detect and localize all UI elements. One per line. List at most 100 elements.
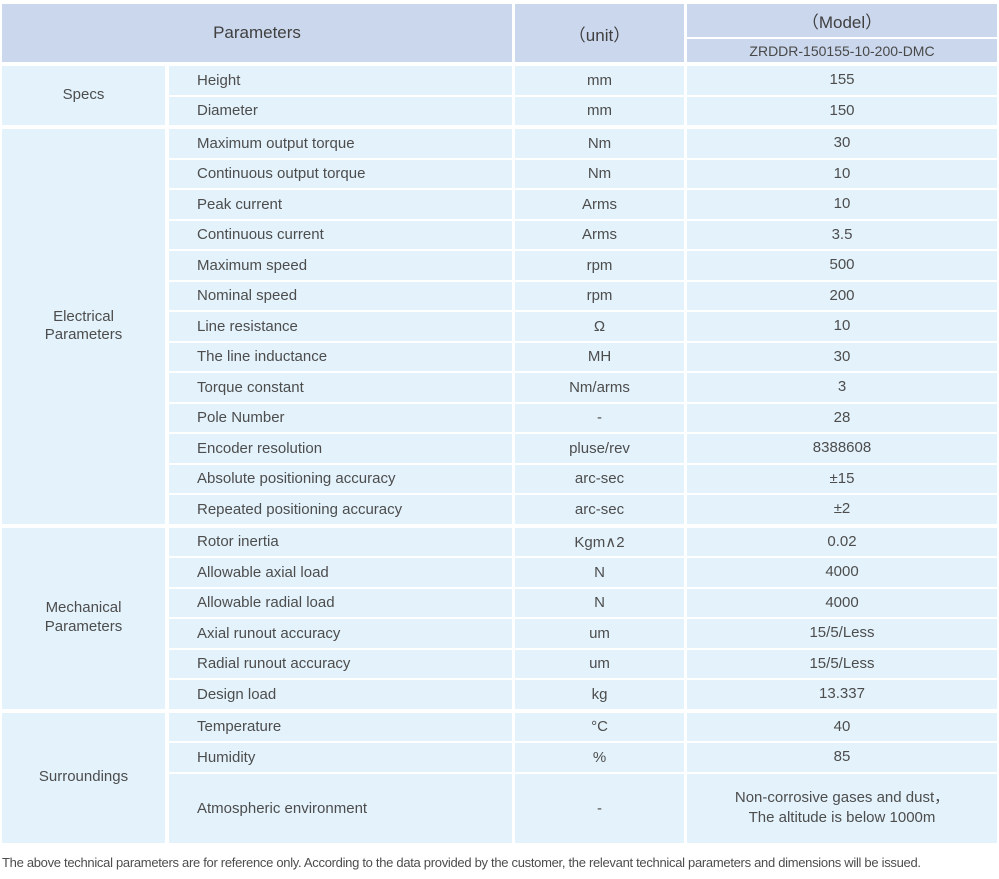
param-value: 4000 (687, 588, 997, 617)
param-value: 500 (687, 251, 997, 280)
param-name: Rotor inertia (169, 527, 512, 556)
table-row: Temperature °C 40 (169, 712, 997, 741)
table-row: Diameter mm 150 (169, 96, 997, 125)
param-value: 15/5/Less (687, 649, 997, 678)
param-unit: Nm (515, 129, 684, 158)
param-unit: rpm (515, 281, 684, 310)
param-name: Allowable axial load (169, 558, 512, 587)
footer-note: The above technical parameters are for r… (2, 854, 921, 870)
param-unit: arc-sec (515, 464, 684, 493)
header-model-value: ZRDDR-150155-10-200-DMC (687, 39, 997, 62)
table-row: Rotor inertia Kgm∧2 0.02 (169, 527, 997, 556)
param-value: 8388608 (687, 434, 997, 463)
table-row: Pole Number - 28 (169, 403, 997, 432)
param-unit: Nm (515, 159, 684, 188)
param-unit: Nm/arms (515, 373, 684, 402)
param-value: 150 (687, 96, 997, 125)
param-unit: rpm (515, 251, 684, 280)
param-name: Continuous current (169, 220, 512, 249)
param-name: Line resistance (169, 312, 512, 341)
param-name: Temperature (169, 712, 512, 741)
param-unit: N (515, 558, 684, 587)
table-row: Humidity % 85 (169, 743, 997, 772)
param-value: 40 (687, 712, 997, 741)
param-value: 85 (687, 743, 997, 772)
table-header: Parameters （unit） （Model） ZRDDR-150155-1… (2, 4, 997, 62)
param-name: Humidity (169, 743, 512, 772)
param-unit: Kgm∧2 (515, 527, 684, 556)
param-unit: N (515, 588, 684, 617)
param-name: Diameter (169, 96, 512, 125)
param-name: Radial runout accuracy (169, 649, 512, 678)
param-unit: - (515, 773, 684, 843)
param-name: Maximum speed (169, 251, 512, 280)
param-value: 10 (687, 190, 997, 219)
param-name: The line inductance (169, 342, 512, 371)
param-name: Maximum output torque (169, 129, 512, 158)
table-row: Peak current Arms 10 (169, 190, 997, 219)
table-row: Radial runout accuracy um 15/5/Less (169, 649, 997, 678)
param-unit: mm (515, 96, 684, 125)
param-name: Peak current (169, 190, 512, 219)
param-name: Torque constant (169, 373, 512, 402)
table-row: Torque constant Nm/arms 3 (169, 373, 997, 402)
param-name: Axial runout accuracy (169, 619, 512, 648)
param-unit: °C (515, 712, 684, 741)
param-value: 28 (687, 403, 997, 432)
header-parameters: Parameters (2, 4, 512, 62)
table-row: Continuous output torque Nm 10 (169, 159, 997, 188)
param-value: Non-corrosive gases and dust， The altitu… (687, 773, 997, 843)
table-row: Absolute positioning accuracy arc-sec ±1… (169, 464, 997, 493)
group-label-electrical: Electrical Parameters (2, 129, 165, 524)
param-name: Nominal speed (169, 281, 512, 310)
param-name: Allowable radial load (169, 588, 512, 617)
param-unit: um (515, 649, 684, 678)
param-value: 13.337 (687, 680, 997, 709)
table-row: Maximum speed rpm 500 (169, 251, 997, 280)
param-name: Encoder resolution (169, 434, 512, 463)
param-unit: MH (515, 342, 684, 371)
group-specs: Specs Height mm 155 Diameter mm 150 (2, 66, 997, 125)
param-name: Pole Number (169, 403, 512, 432)
header-model-label: （Model） (687, 4, 997, 37)
table-row: The line inductance MH 30 (169, 342, 997, 371)
param-unit: Ω (515, 312, 684, 341)
param-name: Repeated positioning accuracy (169, 495, 512, 524)
param-value: 10 (687, 159, 997, 188)
header-model-column: （Model） ZRDDR-150155-10-200-DMC (687, 4, 997, 62)
table-row: Encoder resolution pluse/rev 8388608 (169, 434, 997, 463)
table-row: Allowable axial load N 4000 (169, 558, 997, 587)
group-label-specs: Specs (2, 66, 165, 125)
param-name: Continuous output torque (169, 159, 512, 188)
param-unit: kg (515, 680, 684, 709)
param-value: 155 (687, 66, 997, 95)
param-value: 30 (687, 342, 997, 371)
table-row: Nominal speed rpm 200 (169, 281, 997, 310)
param-unit: mm (515, 66, 684, 95)
param-name: Atmospheric environment (169, 773, 512, 843)
param-value: 10 (687, 312, 997, 341)
param-name: Height (169, 66, 512, 95)
table-row: Allowable radial load N 4000 (169, 588, 997, 617)
param-value: 0.02 (687, 527, 997, 556)
param-value: 3.5 (687, 220, 997, 249)
param-value: 3 (687, 373, 997, 402)
table-row: Atmospheric environment - Non-corrosive … (169, 773, 997, 843)
param-value: 15/5/Less (687, 619, 997, 648)
table-row: Line resistance Ω 10 (169, 312, 997, 341)
param-unit: - (515, 403, 684, 432)
group-label-surroundings: Surroundings (2, 712, 165, 843)
param-unit: pluse/rev (515, 434, 684, 463)
param-value: ±2 (687, 495, 997, 524)
header-unit: （unit） (515, 4, 684, 62)
param-name: Design load (169, 680, 512, 709)
group-mechanical-parameters: Mechanical Parameters Rotor inertia Kgm∧… (2, 527, 997, 709)
table-row: Design load kg 13.337 (169, 680, 997, 709)
group-electrical-parameters: Electrical Parameters Maximum output tor… (2, 129, 997, 524)
param-unit: % (515, 743, 684, 772)
param-unit: um (515, 619, 684, 648)
param-value: 4000 (687, 558, 997, 587)
table-row: Continuous current Arms 3.5 (169, 220, 997, 249)
table-row: Height mm 155 (169, 66, 997, 95)
param-unit: arc-sec (515, 495, 684, 524)
